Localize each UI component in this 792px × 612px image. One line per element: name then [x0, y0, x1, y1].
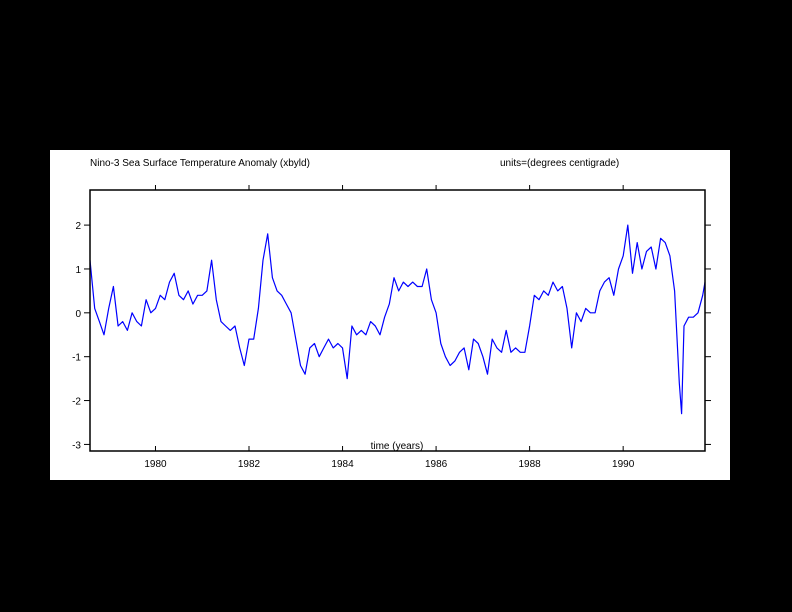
series-line	[89, 224, 706, 415]
x-tick-label: 1990	[612, 459, 635, 470]
y-tick-label: -2	[72, 397, 81, 408]
y-tick-label: -1	[72, 353, 81, 364]
y-tick-label: 1	[75, 265, 81, 276]
x-tick-label: 1988	[518, 459, 541, 470]
x-axis-label: time (years)	[371, 441, 424, 452]
plot-area	[89, 224, 706, 415]
chart-title: Nino-3 Sea Surface Temperature Anomaly (…	[90, 158, 310, 169]
y-tick-label: 0	[75, 309, 81, 320]
chart-panel	[50, 150, 730, 480]
y-tick-label: -3	[72, 440, 81, 451]
y-tick-label: 2	[75, 221, 81, 232]
y-axis-ticks: 2 1 0 -1 -2 -3	[72, 221, 711, 451]
x-tick-label: 1986	[425, 459, 448, 470]
x-tick-label: 1982	[238, 459, 261, 470]
x-tick-label: 1980	[144, 459, 167, 470]
x-tick-label: 1984	[331, 459, 354, 470]
plot-frame	[89, 189, 706, 452]
units-label: units=(degrees centigrade)	[500, 158, 619, 169]
x-axis-ticks: 1980 1982 1984 1986 1988 1990	[144, 185, 635, 470]
